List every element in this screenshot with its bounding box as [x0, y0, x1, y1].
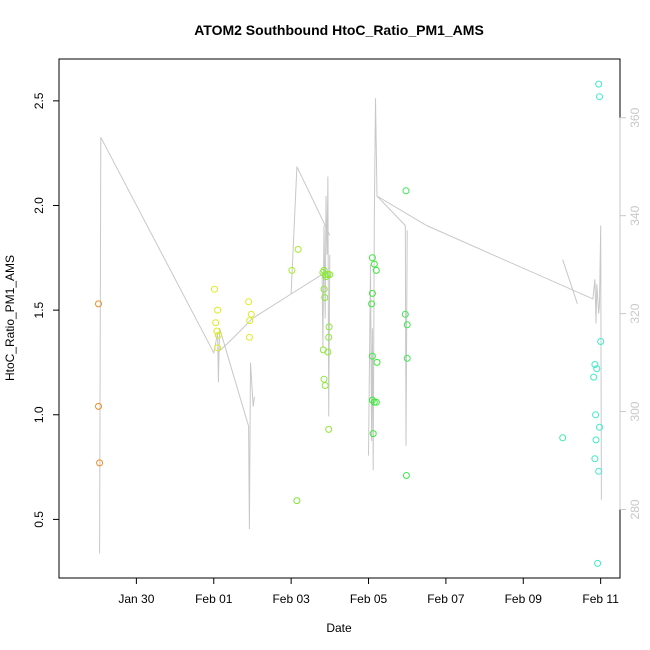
data-point-34	[368, 289, 376, 297]
y-tick-label: 2.0	[32, 197, 46, 214]
line-segment-0	[99, 137, 255, 554]
data-point-12	[245, 333, 253, 341]
y-right-tick-label: 340	[628, 205, 642, 225]
y-right-tick-label: 300	[628, 401, 642, 421]
data-point-49	[596, 93, 603, 101]
data-point-42	[402, 187, 410, 195]
data-point-37	[373, 358, 381, 366]
x-tick-label: Feb 03	[272, 592, 310, 606]
data-point-57	[591, 455, 599, 463]
data-point-15	[293, 497, 301, 505]
x-tick-label: Feb 05	[350, 592, 388, 606]
data-point-8	[214, 344, 222, 352]
y-tick-label: 2.5	[32, 92, 46, 109]
data-point-59	[594, 559, 602, 567]
y-tick-label: 0.5	[32, 511, 46, 528]
data-point-38	[368, 396, 376, 404]
data-point-10	[246, 317, 254, 325]
data-point-11	[247, 310, 255, 318]
data-point-20	[324, 271, 332, 279]
y-tick-label: 1.0	[32, 406, 46, 423]
data-point-30	[325, 425, 333, 433]
data-point-45	[403, 354, 411, 362]
data-point-39	[370, 398, 378, 406]
data-point-17	[320, 266, 328, 274]
y-axis-label: HtoC_Ratio_PM1_AMS	[3, 255, 17, 381]
data-point-28	[320, 375, 328, 383]
y-tick-label: 1.5	[32, 301, 46, 318]
data-point-22	[320, 285, 328, 293]
data-point-31	[368, 254, 376, 262]
x-tick-label: Feb 07	[427, 592, 465, 606]
secondary-line-layer	[99, 98, 602, 554]
data-point-56	[592, 436, 600, 444]
data-point-50	[597, 338, 605, 345]
y-axis-left: 0.5 1.0 1.5 2.0 2.5	[32, 92, 60, 528]
y-right-tick-label: 360	[628, 107, 642, 127]
data-point-46	[402, 472, 410, 479]
data-point-52	[593, 365, 601, 373]
data-point-51	[591, 361, 599, 368]
data-point-43	[401, 310, 409, 318]
data-point-41	[369, 430, 377, 438]
line-segment-1	[217, 176, 331, 417]
x-axis: Jan 30 Feb 01 Feb 03 Feb 05 Feb 07 Feb 09 Feb …	[118, 577, 619, 606]
data-point-1	[95, 402, 102, 410]
data-point-58	[595, 467, 603, 475]
data-point-33	[372, 266, 380, 274]
data-point-48	[595, 80, 603, 88]
y-right-tick-label: 320	[628, 303, 642, 323]
data-point-35	[368, 300, 376, 308]
x-tick-label: Feb 09	[505, 592, 543, 606]
data-point-6	[213, 327, 221, 335]
data-point-9	[245, 298, 253, 306]
data-point-24	[325, 323, 333, 331]
data-point-7	[214, 331, 222, 339]
data-point-54	[592, 411, 600, 419]
data-point-47	[559, 434, 567, 442]
y-right-tick-label: 280	[628, 499, 642, 519]
data-point-53	[590, 373, 598, 381]
data-point-44	[403, 321, 411, 329]
data-point-27	[324, 348, 332, 356]
line-segment-4	[376, 195, 602, 500]
line-segment-3	[368, 98, 408, 471]
data-point-23	[321, 294, 329, 302]
x-tick-label: Feb 01	[195, 592, 233, 606]
x-tick-label: Feb 11	[582, 592, 619, 606]
data-point-3	[211, 285, 218, 293]
data-point-2	[96, 459, 104, 467]
data-point-5	[214, 306, 222, 314]
data-point-19	[322, 273, 330, 281]
data-point-32	[370, 260, 378, 268]
data-point-40	[372, 398, 380, 406]
x-tick-label: Jan 30	[118, 592, 154, 606]
line-segment-2	[290, 166, 331, 295]
data-point-0	[95, 300, 102, 308]
data-point-29	[321, 382, 329, 389]
line-segment-5	[562, 259, 578, 304]
data-point-14	[294, 245, 302, 253]
x-axis-label: Date	[326, 621, 352, 635]
data-point-36	[368, 352, 376, 360]
data-point-25	[325, 333, 333, 341]
scatter-points-layer	[95, 80, 605, 567]
data-point-4	[212, 319, 220, 327]
chart-title: ATOM2 Southbound HtoC_Ratio_PM1_AMS	[194, 22, 484, 38]
data-point-55	[596, 423, 603, 431]
data-point-21	[326, 271, 334, 279]
plot-frame	[58, 58, 621, 579]
y-axis-right: 280 300 320 340 360	[619, 107, 642, 519]
data-point-13	[288, 266, 296, 274]
